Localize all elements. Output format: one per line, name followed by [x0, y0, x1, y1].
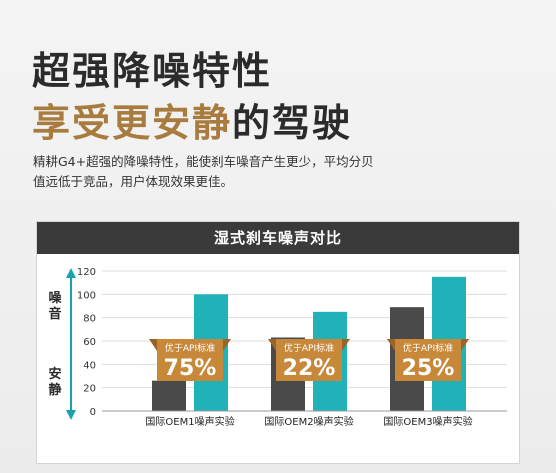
headline-line-1: 超强降噪特性	[32, 49, 273, 93]
y-axis-label-noise-char: 音	[48, 306, 61, 322]
y-axis-label-quiet-char: 静	[48, 382, 61, 398]
improvement-badge	[157, 339, 223, 381]
badge-fold-right	[342, 339, 350, 351]
improvement-badge	[276, 339, 342, 381]
badge-value: 22%	[283, 356, 336, 381]
bar	[152, 380, 186, 411]
y-tick-label: 120	[77, 267, 96, 278]
y-tick-label: 0	[90, 407, 96, 418]
axis-arrow-up	[66, 268, 76, 278]
badge-fold-left	[268, 339, 276, 351]
headline-line-2: 享受更安静的驾驶	[32, 92, 352, 147]
headline-accent: 享受更安静	[32, 101, 233, 145]
x-category-label: 国际OEM3噪声实验	[383, 415, 472, 428]
badge-value: 75%	[164, 356, 217, 381]
description-text: 精耕G4+超强的降噪特性，能使刹车噪音产生更少，平均分贝值远低于竞品，用户体现效…	[33, 154, 374, 189]
y-tick-label: 80	[83, 314, 96, 325]
badge-label: 优于API标准	[284, 342, 334, 354]
headline-rest: 的驾驶	[232, 101, 353, 145]
y-tick-label: 20	[83, 384, 96, 395]
bar-chart: 020406080100120噪音安静国际OEM1噪声实验优于API标准75%国…	[48, 267, 507, 428]
x-category-label: 国际OEM1噪声实验	[145, 415, 234, 428]
improvement-badge	[395, 339, 461, 381]
y-axis-label-noise-char: 噪	[48, 291, 62, 306]
badge-fold-left	[149, 339, 157, 351]
badge-value: 25%	[402, 356, 455, 381]
axis-arrow-down	[66, 410, 76, 420]
y-tick-label: 100	[77, 290, 96, 301]
badge-label: 优于API标准	[165, 342, 215, 354]
y-tick-label: 60	[83, 337, 96, 348]
badge-fold-right	[461, 339, 469, 351]
badge-label: 优于API标准	[403, 342, 453, 354]
badge-fold-left	[387, 339, 395, 351]
y-tick-label: 40	[83, 360, 96, 371]
badge-fold-right	[223, 339, 231, 351]
chart-panel: 湿式刹车噪声对比 0 20 40 60 80 100 120 噪音安静国际OEM1噪声实验 优于…	[36, 221, 520, 464]
x-category-label: 国际OEM2噪声实验	[264, 415, 353, 428]
chart-title: 湿式刹车噪声对比	[37, 222, 519, 254]
y-axis-label-quiet-char: 安	[48, 366, 61, 382]
